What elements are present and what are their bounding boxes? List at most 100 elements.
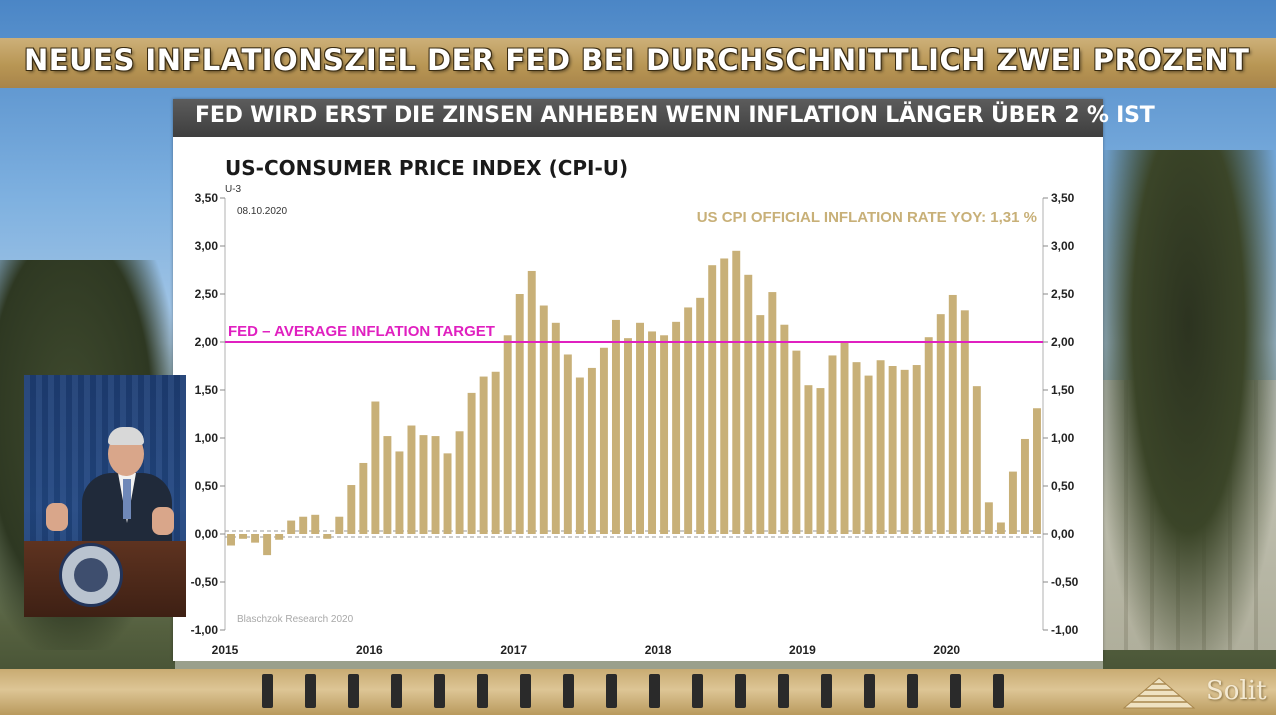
y-tick-label-right: 2,00 [1051, 335, 1075, 349]
cpi-bar [311, 514, 320, 534]
fed-target-label: FED – AVERAGE INFLATION TARGET [228, 323, 495, 340]
y-tick-label-right: -0,50 [1051, 575, 1079, 589]
cpi-bar [491, 371, 500, 534]
cpi-bar [744, 274, 753, 534]
cpi-bar [840, 342, 849, 534]
cpi-bar [924, 337, 933, 534]
y-tick-label-left: 1,50 [195, 383, 219, 397]
cpi-bar [587, 367, 596, 534]
cpi-bar [467, 392, 476, 534]
bollard [305, 674, 316, 708]
y-tick-label-right: 2,50 [1051, 287, 1075, 301]
cpi-bar [672, 321, 681, 534]
cpi-bar [503, 335, 512, 534]
y-tick-label-right: 3,50 [1051, 191, 1075, 205]
series-code: U-3 [225, 184, 242, 195]
cpi-bar [972, 386, 981, 534]
y-tick-label-left: 3,50 [195, 191, 219, 205]
x-tick-label: 2020 [933, 643, 960, 657]
cpi-bar [539, 305, 548, 534]
source-label: Blaschzok Research 2020 [237, 614, 354, 625]
y-tick-label-left: 0,00 [195, 527, 219, 541]
cpi-bar [479, 376, 488, 534]
cpi-bar [575, 377, 584, 534]
chart-title: US-CONSUMER PRICE INDEX (CPI-U) [225, 156, 628, 180]
cpi-bar [792, 350, 801, 534]
y-tick-label-right: 3,00 [1051, 239, 1075, 253]
bollard [649, 674, 660, 708]
cpi-bar [611, 319, 620, 534]
pyramid-logo-icon [1122, 677, 1196, 709]
cpi-bar [515, 294, 524, 534]
cpi-bar [984, 502, 993, 534]
cpi-bar [443, 453, 452, 534]
background-trees-right [1101, 150, 1276, 650]
y-tick-label-left: -0,50 [191, 575, 219, 589]
bollard [735, 674, 746, 708]
headline-bar: NEUES INFLATIONSZIEL DER FED BEI DURCHSC… [0, 38, 1276, 88]
bollard [950, 674, 961, 708]
cpi-bar [804, 385, 813, 534]
chart-date: 08.10.2020 [237, 206, 287, 217]
bollard [864, 674, 875, 708]
cpi-bar [876, 360, 885, 534]
cpi-bar [275, 534, 284, 540]
cpi-bar [936, 314, 945, 534]
cpi-bar [1033, 408, 1041, 534]
cpi-bar [660, 335, 669, 534]
speaker-hand-right [152, 507, 174, 535]
speaker-tie [123, 479, 131, 519]
cpi-bar [1020, 438, 1029, 534]
cpi-bar [756, 315, 765, 534]
bollard [262, 674, 273, 708]
panel-title: FED WIRD ERST DIE ZINSEN ANHEBEN WENN IN… [195, 103, 1155, 128]
y-tick-label-right: 0,50 [1051, 479, 1075, 493]
bollard [907, 674, 918, 708]
cpi-bar [720, 258, 729, 534]
cpi-bar [648, 331, 657, 534]
x-tick-label: 2018 [645, 643, 672, 657]
cpi-bar [359, 462, 368, 534]
y-tick-label-left: 2,00 [195, 335, 219, 349]
x-tick-label: 2015 [212, 643, 239, 657]
y-tick-label-right: 1,50 [1051, 383, 1075, 397]
brand-logo: Solit [1122, 674, 1272, 712]
cpi-bar [383, 436, 392, 534]
bollard [348, 674, 359, 708]
bollard [391, 674, 402, 708]
cpi-bar [251, 534, 260, 543]
cpi-bar [431, 436, 440, 534]
bottom-band [0, 669, 1276, 715]
bollard [993, 674, 1004, 708]
cpi-annotation: US CPI OFFICIAL INFLATION RATE YOY: 1,31… [697, 209, 1037, 226]
bollard [821, 674, 832, 708]
y-tick-label-left: 2,50 [195, 287, 219, 301]
cpi-bar [864, 375, 873, 534]
cpi-bar [828, 355, 837, 534]
bollard [477, 674, 488, 708]
cpi-bar [732, 250, 741, 535]
cpi-bar [335, 516, 344, 534]
y-tick-label-left: -1,00 [191, 623, 219, 637]
cpi-bar [419, 435, 428, 534]
bollard [606, 674, 617, 708]
y-tick-label-right: 0,00 [1051, 527, 1075, 541]
headline: NEUES INFLATIONSZIEL DER FED BEI DURCHSC… [24, 43, 1250, 77]
cpi-bar [696, 297, 705, 534]
cpi-bar [227, 534, 235, 546]
federal-reserve-seal [59, 543, 123, 607]
x-tick-label: 2019 [789, 643, 816, 657]
cpi-bar [960, 310, 969, 534]
x-tick-label: 2017 [500, 643, 527, 657]
cpi-bar [407, 425, 416, 534]
cpi-bar [816, 388, 825, 534]
cpi-bar [263, 534, 272, 556]
cpi-bar [371, 401, 380, 534]
y-tick-label-left: 1,00 [195, 431, 219, 445]
cpi-bar [636, 322, 644, 534]
cpi-bar [768, 292, 777, 534]
cpi-bar [708, 265, 717, 534]
cpi-bar [900, 369, 909, 534]
cpi-bar [323, 534, 332, 539]
cpi-bar [624, 338, 632, 534]
